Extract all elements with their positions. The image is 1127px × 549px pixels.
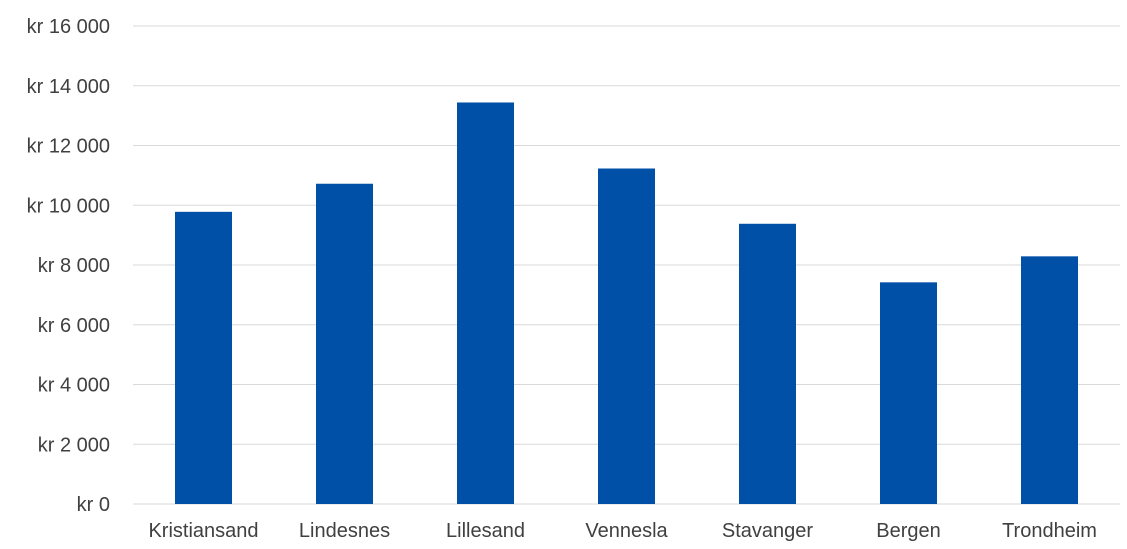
x-axis-tick-labels: Kristiansand Lindesnes Lillesand Vennesla St… [148, 520, 1096, 542]
y-tick-label: kr 10 000 [27, 195, 110, 217]
x-tick-label: Trondheim [1002, 520, 1097, 542]
x-tick-label: Stavanger [722, 520, 814, 542]
bar-lindesnes [316, 183, 373, 505]
bars [175, 102, 1078, 505]
x-tick-label: Kristiansand [148, 520, 258, 542]
y-tick-label: kr 6 000 [38, 315, 110, 337]
x-tick-label: Vennesla [585, 520, 668, 542]
x-tick-label: Lillesand [446, 520, 525, 542]
bar-kristiansand [175, 211, 232, 504]
bar-stavanger [739, 223, 796, 504]
bar-trondheim [1021, 256, 1078, 504]
y-tick-label: kr 16 000 [27, 16, 110, 38]
y-tick-label: kr 0 [77, 494, 110, 516]
x-tick-label: Bergen [876, 520, 941, 542]
y-tick-label: kr 14 000 [27, 76, 110, 98]
y-tick-label: kr 4 000 [38, 375, 110, 397]
bar-bergen [880, 282, 937, 504]
y-axis-tick-labels: kr 0 kr 2 000 kr 4 000 kr 6 000 kr 8 000 kr 1… [27, 16, 110, 516]
bar-lillesand [457, 102, 514, 504]
y-tick-label: kr 8 000 [38, 255, 110, 277]
bar-vennesla [598, 168, 655, 504]
y-tick-label: kr 12 000 [27, 136, 110, 158]
y-tick-label: kr 2 000 [38, 434, 110, 456]
x-tick-label: Lindesnes [299, 520, 390, 542]
